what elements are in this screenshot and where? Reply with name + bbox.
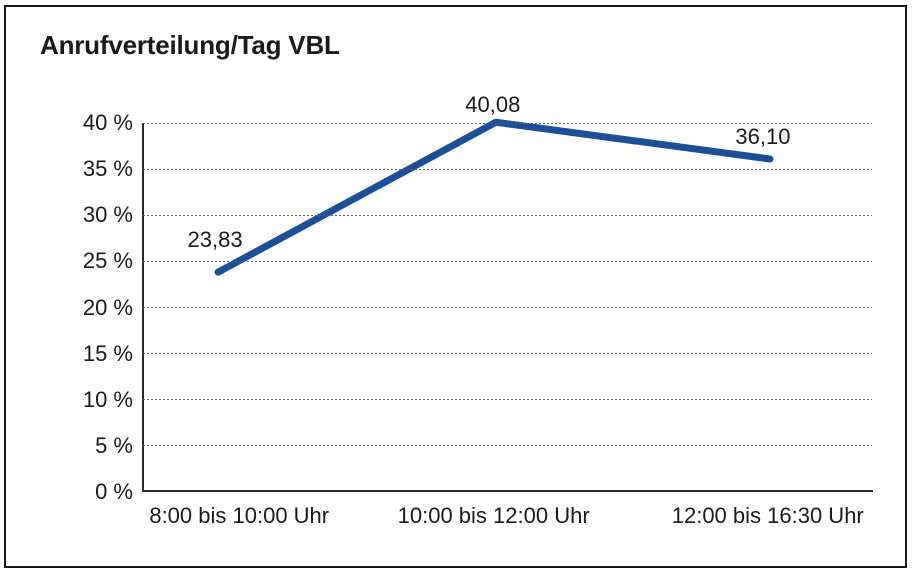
y-axis-tick-label: 15 % (82, 340, 133, 366)
line-series-svg (214, 118, 774, 276)
y-axis-tick-label: 5 % (95, 432, 133, 458)
x-axis-category-label: 12:00 bis 16:30 Uhr (671, 503, 864, 528)
y-axis-tick-label: 10 % (82, 386, 133, 412)
data-point-label: 40,08 (465, 92, 521, 118)
y-axis-tick-label: 20 % (82, 294, 133, 320)
gridline-15 (143, 353, 872, 355)
gridline-35 (143, 168, 872, 170)
data-point-label: 23,83 (187, 227, 243, 253)
gridline-20 (143, 307, 872, 308)
x-axis-category-label: 10:00 bis 12:00 Uhr (397, 503, 590, 528)
gridline-25 (143, 260, 872, 262)
gridline-10 (143, 399, 872, 401)
trend-line (214, 118, 774, 276)
chart-title: Anrufverteilung/Tag VBL (40, 30, 340, 60)
y-axis-tick-label: 0 % (95, 479, 133, 504)
y-axis-tick-label: 30 % (82, 202, 133, 228)
x-axis-line (142, 490, 873, 492)
y-axis-tick-label: 25 % (82, 248, 133, 274)
gridline-30 (143, 214, 872, 216)
y-axis-tick-label: 35 % (82, 156, 133, 182)
data-point-label: 36,10 (735, 123, 791, 149)
x-axis-category-label: 8:00 bis 10:00 Uhr (149, 503, 330, 528)
y-axis-tick-label: 40 % (82, 110, 133, 135)
gridline-5 (143, 445, 872, 447)
gridline-40 (143, 122, 872, 124)
